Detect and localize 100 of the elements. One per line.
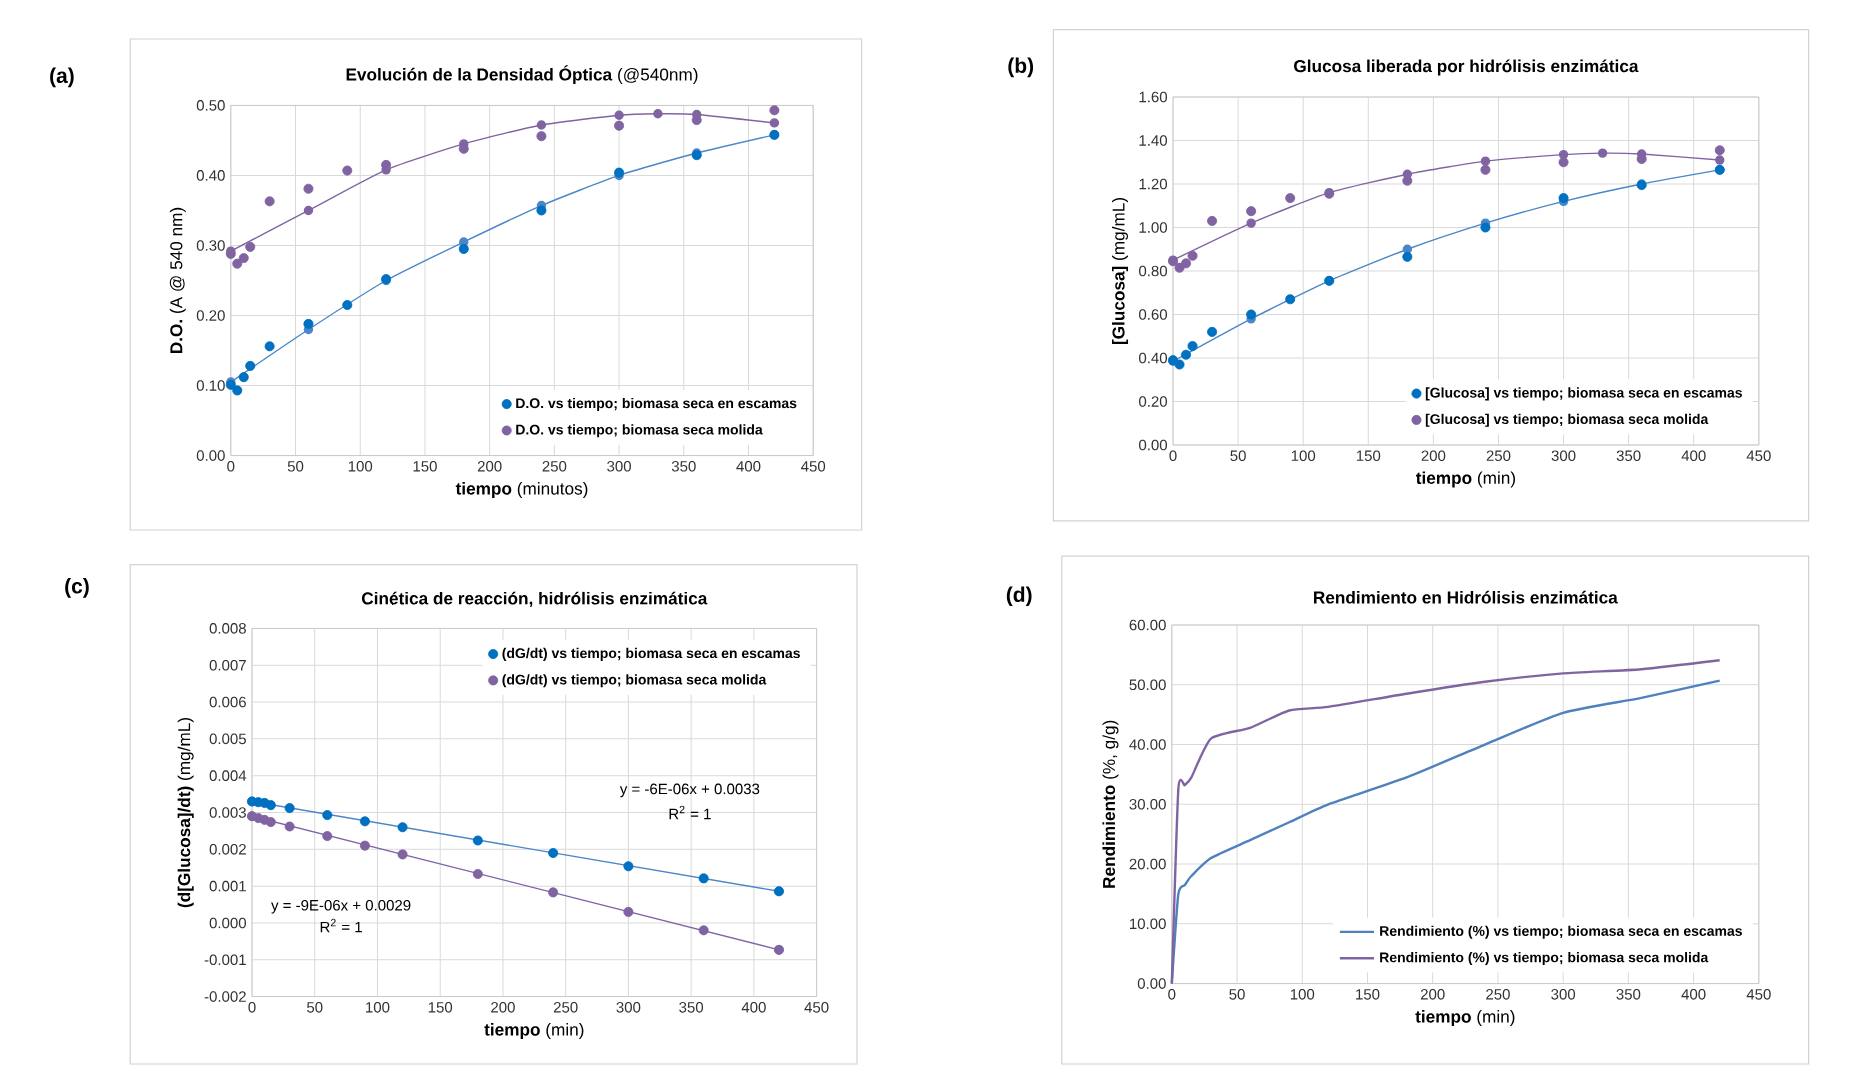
x-tick-label: 400 — [741, 1001, 766, 1013]
x-tick-label: 50 — [306, 1001, 323, 1013]
x-tick-label: 350 — [1616, 988, 1641, 1000]
x-tick-label: 300 — [1551, 988, 1576, 1000]
annotation: y = -6E-06x + 0.0033 — [619, 783, 760, 798]
x-tick-label: 300 — [616, 1001, 641, 1013]
y-axis-title: D.O. (A @ 540 nm) — [169, 207, 186, 354]
annotation: y = -9E-06x + 0.0029 — [271, 899, 411, 914]
y-tick-label: 0.002 — [209, 844, 246, 855]
y-tick-label: 50.00 — [1129, 679, 1166, 691]
legend-label: (dG/dt) vs tiempo; biomasa seca en escamas — [502, 647, 800, 661]
y-tick-label: 0.007 — [209, 659, 246, 671]
x-axis-title: tiempo (min) — [484, 1023, 584, 1040]
y-tick-label: -0.002 — [204, 991, 246, 1002]
x-tick-label: 250 — [1486, 450, 1511, 462]
x-tick-label: 0 — [1169, 450, 1177, 462]
text: (d) — [1006, 586, 1032, 607]
text: (c) — [65, 578, 89, 598]
legend-label: D.O. vs tiempo; biomasa seca molida — [516, 424, 763, 438]
y-tick-label: 0.003 — [209, 807, 246, 818]
x-tick-label: 350 — [671, 460, 696, 472]
y-tick-label: 1.00 — [1139, 222, 1168, 233]
x-tick-label: 450 — [804, 1001, 829, 1013]
y-tick-label: 20.00 — [1129, 858, 1166, 870]
y-tick-label: 0.40 — [1139, 352, 1168, 364]
x-tick-label: 250 — [1486, 988, 1510, 1000]
x-tick-label: 300 — [607, 460, 631, 472]
legend-label: Rendimiento (%) vs tiempo; biomasa seca molida — [1380, 952, 1709, 966]
x-tick-label: 450 — [1746, 450, 1771, 462]
chart-title: Evolución de la Densidad Óptica (@540nm) — [346, 65, 698, 84]
y-tick-label: 0.001 — [209, 880, 246, 892]
x-tick-label: 50 — [1229, 988, 1245, 1000]
y-tick-label: 0.00 — [196, 450, 225, 461]
legend-label: Rendimiento (%) vs tiempo; biomasa seca en escamas — [1380, 925, 1742, 939]
x-tick-label: 400 — [1681, 988, 1706, 1000]
x-axis-title: tiempo (min) — [1415, 471, 1516, 488]
x-tick-label: 150 — [1356, 988, 1380, 1000]
y-tick-label: 1.60 — [1139, 91, 1168, 103]
y-tick-label: 1.40 — [1139, 135, 1168, 146]
text: (a) — [50, 67, 74, 88]
y-tick-label: 0.50 — [196, 100, 225, 111]
x-tick-label: 0 — [227, 460, 235, 472]
chart-title: Rendimiento en Hidrólisis enzimática — [1314, 590, 1618, 604]
y-tick-label: 0.00 — [1139, 439, 1168, 451]
x-axis-title: tiempo (min) — [1415, 1010, 1515, 1027]
y-tick-label: 30.00 — [1129, 798, 1166, 810]
x-tick-label: 200 — [1421, 450, 1446, 462]
x-tick-label: 400 — [1681, 450, 1706, 462]
x-tick-label: 100 — [1290, 988, 1315, 1000]
x-tick-label: 200 — [491, 1001, 515, 1013]
x-tick-label: 100 — [1291, 450, 1316, 462]
x-tick-label: 300 — [1551, 450, 1576, 462]
x-tick-label: 350 — [1616, 450, 1641, 462]
y-axis-title: (d[Glucosa]/dt) (mg/mL) — [177, 718, 194, 908]
y-tick-label: 0.00 — [1137, 978, 1166, 989]
y-tick-label: 0.10 — [196, 380, 225, 391]
y-axis-title: Rendimiento (%, g/g) — [1102, 720, 1119, 888]
y-tick-label: 0.000 — [209, 917, 246, 929]
x-tick-label: 250 — [542, 460, 567, 472]
x-tick-label: 0 — [1168, 988, 1176, 1000]
x-tick-label: 150 — [413, 460, 437, 472]
annotation: R$^{2}$ = 1 — [669, 805, 711, 820]
y-tick-label: 60.00 — [1129, 619, 1166, 631]
x-tick-label: 50 — [287, 460, 304, 472]
legend-label: [Glucosa] vs tiempo; biomasa seca molida — [1425, 413, 1709, 427]
y-tick-label: 0.20 — [196, 310, 225, 321]
annotation: R$^{2}$ = 1 — [320, 918, 362, 933]
y-tick-label: 0.60 — [1139, 309, 1168, 320]
chart-title: Cinética de reacción, hidrólisis enzimática — [361, 591, 708, 607]
y-tick-label: 0.40 — [196, 170, 225, 181]
y-tick-label: 0.005 — [209, 733, 246, 745]
y-tick-label: -0.001 — [204, 954, 246, 966]
x-tick-label: 150 — [1356, 450, 1381, 462]
x-tick-label: 450 — [1746, 988, 1771, 1000]
x-tick-label: 400 — [736, 460, 761, 472]
y-tick-label: 0.006 — [209, 696, 246, 708]
x-tick-label: 150 — [428, 1001, 453, 1013]
y-tick-label: 0.004 — [209, 770, 247, 781]
legend-label: D.O. vs tiempo; biomasa seca en escamas — [516, 397, 797, 411]
x-tick-label: 350 — [679, 1001, 704, 1013]
legend-label: (dG/dt) vs tiempo; biomasa seca molida — [502, 674, 767, 688]
x-tick-label: 100 — [348, 460, 373, 472]
x-tick-label: 0 — [248, 1001, 256, 1013]
y-tick-label: 1.20 — [1139, 178, 1168, 190]
text: (b) — [1008, 57, 1034, 78]
legend-label: [Glucosa] vs tiempo; biomasa seca en escamas — [1425, 387, 1742, 401]
x-tick-label: 450 — [801, 460, 826, 472]
chart-title: Glucosa liberada por hidrólisis enzimática — [1294, 59, 1639, 76]
x-tick-label: 200 — [1420, 988, 1445, 1000]
y-tick-label: 10.00 — [1130, 918, 1166, 930]
y-tick-label: 40.00 — [1129, 739, 1166, 750]
x-tick-label: 50 — [1230, 450, 1246, 462]
y-tick-label: 0.008 — [209, 623, 246, 634]
x-tick-label: 200 — [477, 460, 502, 472]
y-tick-label: 0.80 — [1139, 265, 1168, 277]
x-tick-label: 250 — [553, 1001, 578, 1013]
y-axis-title: [Glucosa] (mg/mL) — [1112, 197, 1129, 345]
y-tick-label: 0.20 — [1139, 396, 1168, 407]
x-axis-title: tiempo (minutos) — [455, 482, 588, 499]
x-tick-label: 100 — [366, 1001, 390, 1013]
